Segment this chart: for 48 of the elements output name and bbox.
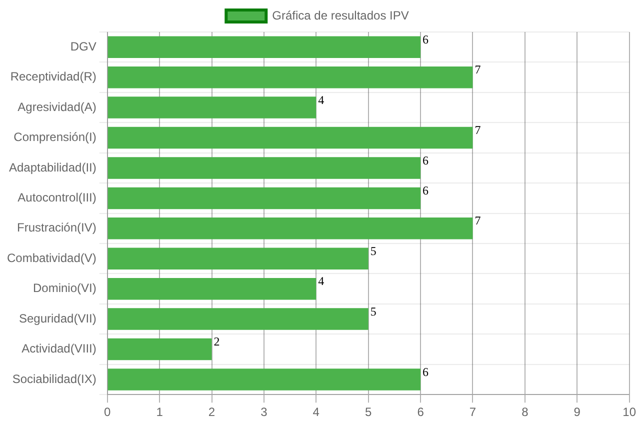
x-tick-label: 9	[574, 405, 581, 420]
x-tick-label: 0	[104, 405, 112, 420]
y-tick-label: Sociabilidad(IX)	[12, 372, 96, 386]
data-label: 6	[422, 32, 429, 46]
y-tick-label: Agresividad(A)	[18, 100, 96, 114]
bar	[108, 308, 368, 330]
x-tick-label: 1	[156, 405, 164, 420]
x-tick-label: 6	[417, 405, 424, 420]
y-tick-label: Combatividad(V)	[6, 250, 96, 265]
data-label: 7	[474, 123, 481, 138]
x-tick-label: 8	[522, 405, 529, 420]
y-tick-label: Autocontrol(III)	[18, 190, 96, 205]
x-tick-label: 5	[365, 405, 372, 420]
x-tick-label: 10	[622, 405, 636, 420]
y-tick-label: Adaptabilidad(II)	[8, 160, 96, 174]
y-tick-label: Actividad(VIII)	[22, 342, 96, 356]
data-label: 2	[214, 334, 220, 349]
y-tick-label: Seguridad(VII)	[18, 311, 96, 326]
data-label: 5	[370, 304, 376, 318]
data-label: 5	[370, 244, 376, 258]
bar	[108, 278, 316, 300]
bar	[108, 66, 473, 88]
y-tick-label: Dominio(VI)	[33, 281, 96, 296]
x-tick-label: 2	[208, 405, 216, 420]
data-label: 6	[422, 364, 429, 379]
bar	[108, 36, 421, 58]
y-tick-label: Comprensión(I)	[14, 130, 96, 144]
data-label: 6	[422, 183, 429, 198]
bar	[108, 157, 421, 179]
data-label: 7	[474, 62, 481, 77]
y-tick-label: Frustración(IV)	[17, 220, 96, 235]
y-tick-label: DGV	[70, 39, 96, 54]
bar	[108, 368, 421, 390]
bar	[108, 96, 316, 118]
x-tick-label: 3	[260, 405, 268, 420]
bar	[108, 218, 473, 240]
bar	[108, 126, 473, 149]
y-tick-label: Receptividad(R)	[10, 70, 96, 84]
data-label: 4	[318, 92, 324, 107]
data-label: 6	[422, 153, 429, 168]
x-tick-label: 7	[469, 405, 476, 420]
legend-label: Gráfica de resultados IPV	[272, 8, 409, 22]
bar	[108, 338, 212, 360]
bar	[108, 248, 368, 270]
bar	[108, 187, 421, 210]
data-label: 4	[318, 274, 324, 288]
x-tick-label: 4	[312, 405, 320, 420]
data-label: 7	[474, 214, 481, 228]
